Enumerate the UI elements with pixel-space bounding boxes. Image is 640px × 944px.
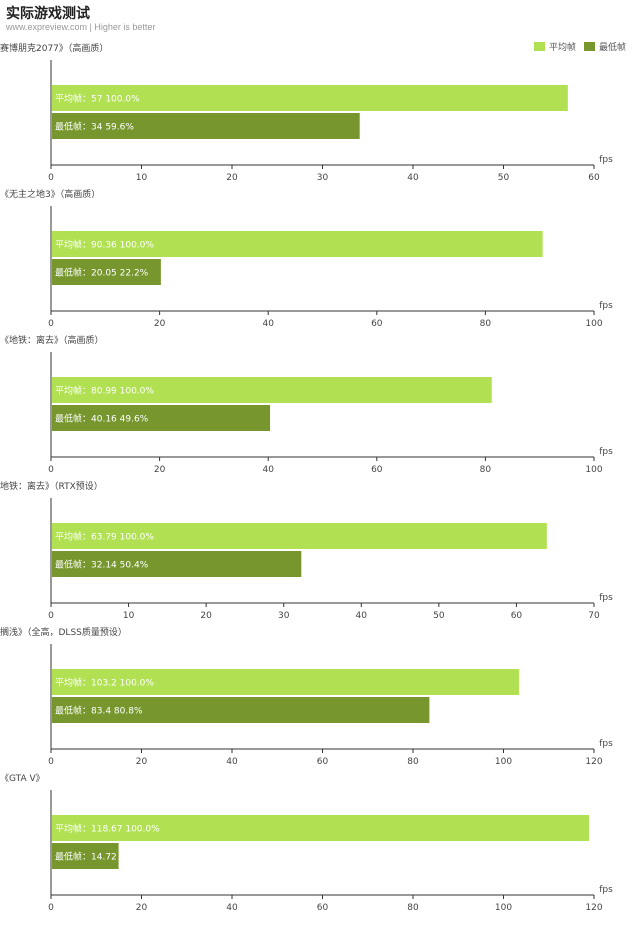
bar-minimum-fps[interactable] [52,405,271,431]
x-tick-label: 0 [48,903,54,913]
x-tick-label: 100 [495,903,512,913]
x-axis-unit-label: fps [599,447,613,457]
chart-title: 赛博朋克2077》（高画质） [0,42,108,54]
bar-minimum-fps[interactable] [52,697,430,723]
page-subtitle: www.expreview.com | Higher is better [6,22,156,32]
x-axis-unit-label: fps [599,301,613,311]
chart-panel-1: 赛博朋克2077》（高画质） 0 10 20 30 40 50 60 fps 平均帧：57 100… [0,42,613,183]
x-tick-label: 70 [588,611,600,621]
x-tick-label: 50 [498,173,510,183]
bar-label-average: 平均帧：80.99 100.0% [55,385,154,397]
bar-label-minimum: 最低帧：20.05 22.2% [55,267,149,279]
x-tick-label: 80 [480,465,492,475]
bar-label-average: 平均帧：90.36 100.0% [55,239,154,251]
bar-label-average: 平均帧：57 100.0% [55,93,140,105]
x-tick-label: 40 [226,757,238,767]
x-tick-label: 20 [154,319,166,329]
bar-label-average: 平均帧：118.67 100.0% [55,823,160,835]
x-tick-label: 40 [262,465,274,475]
bar-minimum-fps[interactable] [52,843,119,869]
chart-panel-2: 《无主之地3》（高画质） 0 20 40 60 80 100 fps 平均帧：90.36 100… [0,188,613,329]
x-axis-unit-label: fps [599,739,613,749]
x-tick-label: 120 [585,903,602,913]
bar-label-average: 平均帧：63.79 100.0% [55,531,154,543]
x-tick-label: 0 [48,757,54,767]
chart-panel-6: 《GTA V》 0 20 40 60 80 100 120 fps 平均帧：118.67 100.… [0,773,613,913]
bar-label-minimum: 最低帧：34 59.6% [55,121,134,133]
chart-title: 地铁：离去》（RTX预设） [0,480,103,492]
x-tick-label: 30 [317,173,329,183]
x-tick-label: 40 [262,319,274,329]
x-tick-label: 40 [356,611,368,621]
x-tick-label: 120 [585,757,602,767]
x-tick-label: 100 [585,465,602,475]
x-tick-label: 20 [200,611,212,621]
bar-average-fps[interactable] [52,523,547,549]
page-title: 实际游戏测试 [6,6,90,22]
legend-item-avg[interactable]: 平均帧 [533,40,576,53]
x-tick-label: 60 [371,465,383,475]
bar-minimum-fps[interactable] [52,259,161,285]
x-tick-label: 60 [317,757,329,767]
legend: 平均帧 最低帧 [533,40,626,53]
chart-panel-4: 地铁：离去》（RTX预设） 0 10 20 30 40 50 60 70 fps 平均帧：63.79… [0,480,613,621]
x-tick-label: 0 [48,465,54,475]
legend-swatch-min [583,42,595,51]
x-tick-label: 10 [136,173,148,183]
legend-item-min[interactable]: 最低帧 [583,40,626,53]
legend-label-avg: 平均帧 [548,43,576,53]
x-tick-label: 0 [48,173,54,183]
x-tick-label: 100 [585,319,602,329]
chart-title: 《无主之地3》（高画质） [0,188,100,200]
x-axis-unit-label: fps [599,155,613,165]
chart-title: 《GTA V》 [0,773,45,784]
x-axis-unit-label: fps [599,593,613,603]
x-tick-label: 60 [317,903,329,913]
x-tick-label: 40 [407,173,419,183]
x-tick-label: 0 [48,319,54,329]
bar-label-minimum: 最低帧：14.72 [55,851,117,863]
x-tick-label: 20 [136,903,148,913]
x-tick-label: 80 [407,757,419,767]
x-tick-label: 20 [136,757,148,767]
x-tick-label: 10 [123,611,135,621]
x-tick-label: 60 [511,611,523,621]
chart-title: 《地铁：离去》（高画质） [0,334,104,346]
x-tick-label: 30 [278,611,290,621]
bar-average-fps[interactable] [52,231,543,257]
bar-average-fps[interactable] [52,815,589,841]
bar-label-minimum: 最低帧：40.16 49.6% [55,413,149,425]
x-tick-label: 20 [154,465,166,475]
x-tick-label: 60 [371,319,383,329]
x-tick-label: 50 [433,611,445,621]
x-tick-label: 80 [480,319,492,329]
x-tick-label: 80 [407,903,419,913]
bar-average-fps[interactable] [52,377,492,403]
bar-average-fps[interactable] [52,85,568,111]
bar-minimum-fps[interactable] [52,551,302,577]
bar-label-minimum: 最低帧：83.4 80.8% [55,705,143,717]
bar-label-average: 平均帧：103.2 100.0% [55,677,154,689]
chart-panel-5: 搁浅》（全高，DLSS质量预设） 0 20 40 60 80 100 120 fps 平均帧：10… [0,626,613,767]
x-tick-label: 0 [48,611,54,621]
x-tick-label: 100 [495,757,512,767]
bar-label-minimum: 最低帧：32.14 50.4% [55,559,149,571]
bar-minimum-fps[interactable] [52,113,360,139]
legend-swatch-avg [533,42,545,51]
x-tick-label: 20 [226,173,238,183]
chart-panel-3: 《地铁：离去》（高画质） 0 20 40 60 80 100 fps 平均帧：80.99 100… [0,334,613,475]
legend-label-min: 最低帧 [598,43,626,53]
chart-title: 搁浅》（全高，DLSS质量预设） [0,626,127,638]
x-tick-label: 60 [588,173,600,183]
bar-average-fps[interactable] [52,669,519,695]
x-axis-unit-label: fps [599,885,613,895]
x-tick-label: 40 [226,903,238,913]
